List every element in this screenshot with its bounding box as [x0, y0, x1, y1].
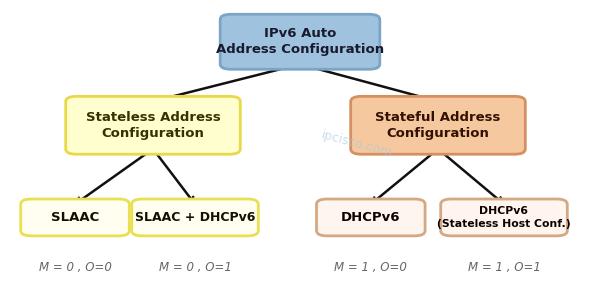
FancyBboxPatch shape — [220, 14, 380, 69]
Text: SLAAC + DHCPv6: SLAAC + DHCPv6 — [135, 211, 255, 224]
Text: ipcisco.com: ipcisco.com — [320, 128, 394, 160]
Text: DHCPv6
(Stateless Host Conf.): DHCPv6 (Stateless Host Conf.) — [437, 206, 571, 229]
FancyBboxPatch shape — [440, 199, 568, 236]
Text: M = 1 , O=0: M = 1 , O=0 — [334, 261, 407, 274]
Text: SLAAC: SLAAC — [51, 211, 99, 224]
FancyBboxPatch shape — [66, 96, 240, 154]
FancyBboxPatch shape — [132, 199, 259, 236]
Text: DHCPv6: DHCPv6 — [341, 211, 401, 224]
FancyBboxPatch shape — [317, 199, 425, 236]
Text: M = 0 , O=0: M = 0 , O=0 — [38, 261, 112, 274]
FancyBboxPatch shape — [21, 199, 130, 236]
Text: Stateless Address
Configuration: Stateless Address Configuration — [86, 111, 220, 140]
Text: M = 0 , O=1: M = 0 , O=1 — [158, 261, 232, 274]
Text: M = 1 , O=1: M = 1 , O=1 — [467, 261, 541, 274]
Text: IPv6 Auto
Address Configuration: IPv6 Auto Address Configuration — [216, 27, 384, 56]
Text: Stateful Address
Configuration: Stateful Address Configuration — [376, 111, 500, 140]
FancyBboxPatch shape — [350, 96, 526, 154]
